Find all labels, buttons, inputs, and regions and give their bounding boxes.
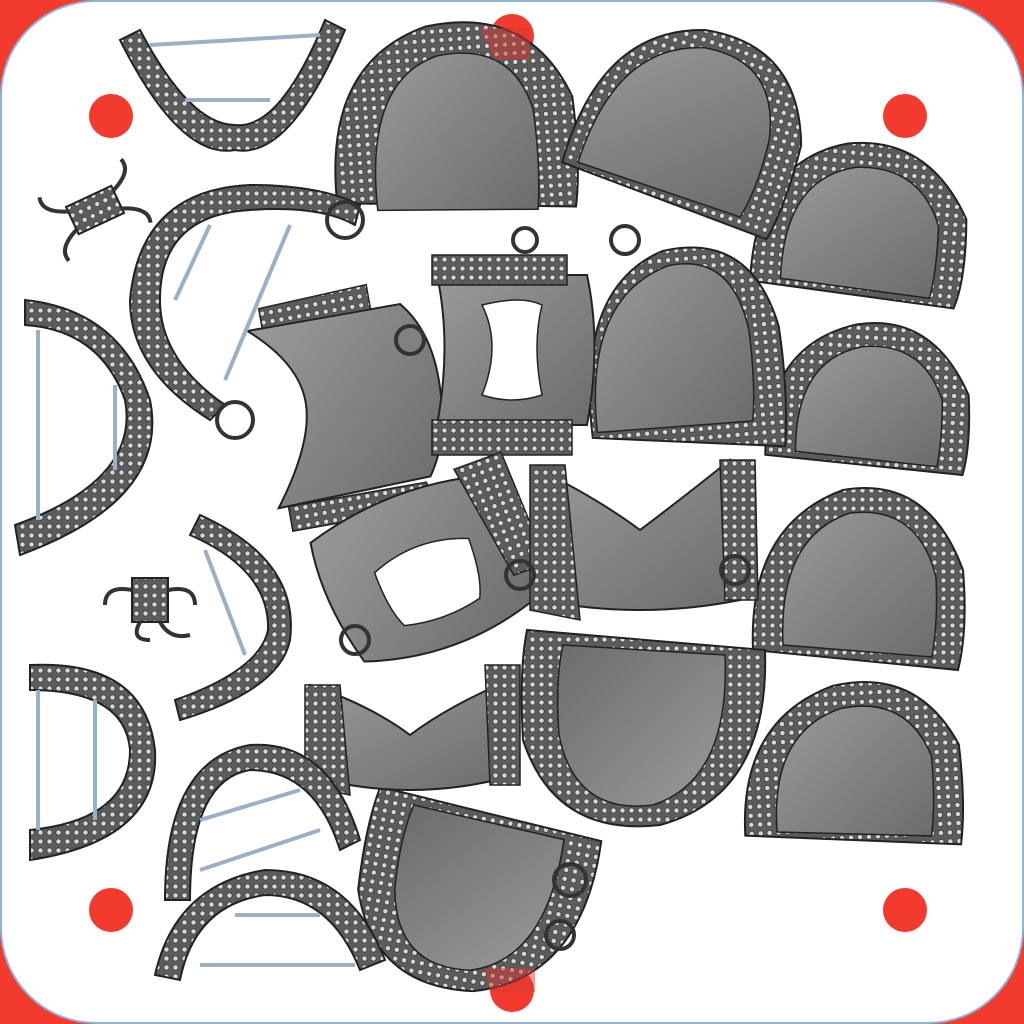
clasp-piece-group — [37, 157, 197, 642]
palate-baseplate[interactable] — [749, 134, 974, 310]
small-clasp-piece[interactable] — [103, 577, 197, 642]
highlight-mesh — [480, 28, 535, 992]
clasp-rings — [215, 200, 751, 951]
horseshoe-framework[interactable] — [13, 298, 154, 557]
horseshoe-framework[interactable] — [118, 18, 347, 152]
palate-baseplate[interactable] — [325, 15, 581, 224]
palate-baseplate[interactable] — [751, 486, 966, 672]
horseshoe-framework-group — [13, 18, 387, 982]
horseshoe-framework[interactable] — [173, 513, 292, 722]
horseshoe-framework[interactable] — [153, 868, 387, 982]
marker-top-left — [89, 94, 133, 138]
cutout-framework[interactable] — [431, 254, 596, 456]
palate-baseplate[interactable] — [520, 628, 767, 828]
horseshoe-framework[interactable] — [29, 663, 157, 862]
palate-baseplate-group — [325, 0, 974, 1010]
horseshoe-framework[interactable] — [128, 183, 362, 422]
cutout-framework[interactable] — [301, 450, 563, 680]
marker-bottom-left — [89, 888, 133, 932]
palate-baseplate[interactable] — [343, 785, 604, 1010]
palate-baseplate[interactable] — [738, 677, 966, 856]
palate-baseplate[interactable] — [577, 240, 791, 463]
marker-bottom-right — [883, 888, 927, 932]
cutout-framework[interactable] — [303, 664, 521, 796]
palate-baseplate[interactable] — [559, 0, 828, 241]
marker-top-right — [883, 94, 927, 138]
small-clasp-piece[interactable] — [37, 157, 153, 263]
palate-baseplate[interactable] — [764, 317, 974, 477]
horseshoe-framework[interactable] — [163, 743, 362, 901]
